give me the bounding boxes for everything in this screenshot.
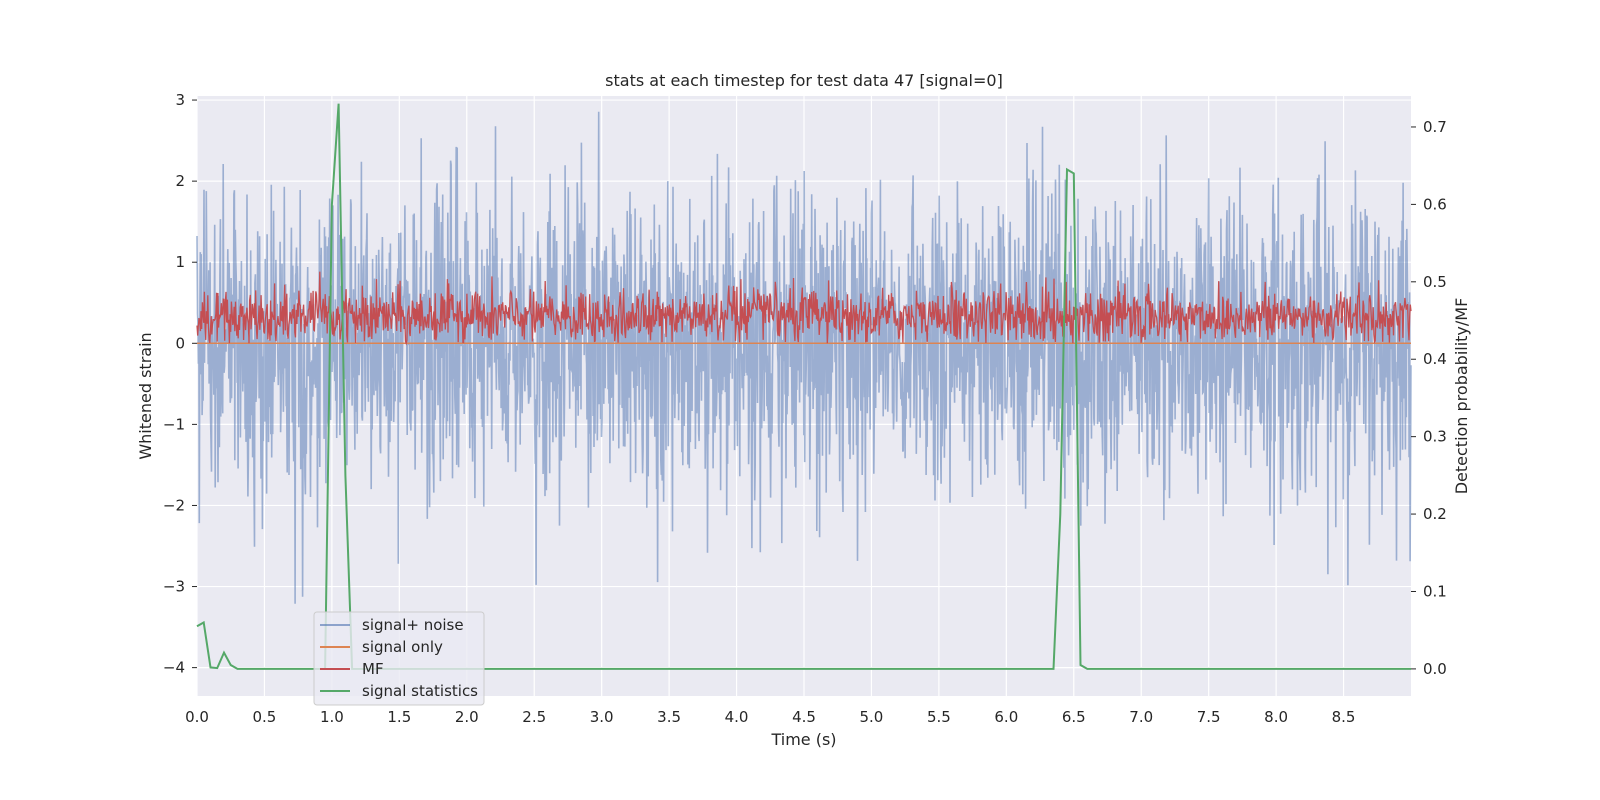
x-tick-label: 8.5	[1332, 708, 1356, 726]
y-tick-label: −3	[163, 578, 185, 596]
y-tick-label: 2	[175, 172, 185, 190]
y-tick-label: −2	[163, 496, 185, 514]
x-tick-label: 1.0	[320, 708, 344, 726]
y2-tick-label: 0.5	[1423, 273, 1447, 291]
series-mf	[196, 271, 1412, 346]
y2-tick-label: 0.2	[1423, 505, 1447, 523]
x-tick-label: 0.5	[253, 708, 277, 726]
x-tick-label: 1.5	[387, 708, 411, 726]
y2-axis-label: Detection probability/MF	[1452, 298, 1471, 495]
y2-tick-label: 0.0	[1423, 660, 1447, 678]
y-tick-label: −1	[163, 415, 185, 433]
x-tick-label: 5.5	[927, 708, 951, 726]
legend-box	[313, 611, 485, 706]
x-tick-label: 3.5	[657, 708, 681, 726]
x-axis: 0.0 0.5 1.0 1.5 2.0 2.5 3.0 3.5 4.0 4.5 5.0 5.5 6.0 6…	[185, 708, 1355, 726]
x-tick-label: 5.0	[860, 708, 884, 726]
y2-tick-label: 0.4	[1423, 350, 1447, 368]
x-tick-label: 0.0	[185, 708, 209, 726]
chart-title: stats at each timestep for test data 47 …	[605, 71, 1003, 90]
legend-label-signal-noise: signal+ noise	[362, 616, 464, 634]
x-tick-label: 7.0	[1129, 708, 1153, 726]
x-tick-label: 4.0	[725, 708, 749, 726]
x-axis-label: Time (s)	[770, 730, 836, 749]
y2-tick-label: 0.6	[1423, 195, 1447, 213]
y-tick-label: −4	[163, 659, 185, 677]
x-tick-label: 8.0	[1264, 708, 1288, 726]
x-tick-label: 2.0	[455, 708, 479, 726]
y-tick-label: 0	[175, 334, 185, 352]
y-axis-left: −4 −3 −2 −1 0 1 2 3	[163, 91, 197, 677]
legend: signal+ noise signal only MF signal stat…	[313, 611, 485, 706]
x-tick-label: 6.5	[1062, 708, 1086, 726]
x-tick-label: 4.5	[792, 708, 816, 726]
x-tick-label: 2.5	[522, 708, 546, 726]
y-tick-label: 3	[175, 91, 185, 109]
x-tick-label: 3.0	[590, 708, 614, 726]
legend-label-signal-statistics: signal statistics	[362, 682, 478, 700]
x-tick-label: 7.5	[1197, 708, 1221, 726]
y-tick-label: 1	[175, 253, 185, 271]
y-axis-right: 0.0 0.1 0.2 0.3 0.4 0.5 0.6 0.7	[1411, 118, 1447, 678]
y2-tick-label: 0.3	[1423, 428, 1447, 446]
y2-tick-label: 0.1	[1423, 582, 1447, 600]
legend-label-signal-only: signal only	[362, 638, 443, 656]
y2-tick-label: 0.7	[1423, 118, 1447, 136]
x-tick-label: 6.0	[994, 708, 1018, 726]
legend-label-mf: MF	[362, 660, 384, 678]
y-axis-label: Whitened strain	[136, 332, 155, 459]
